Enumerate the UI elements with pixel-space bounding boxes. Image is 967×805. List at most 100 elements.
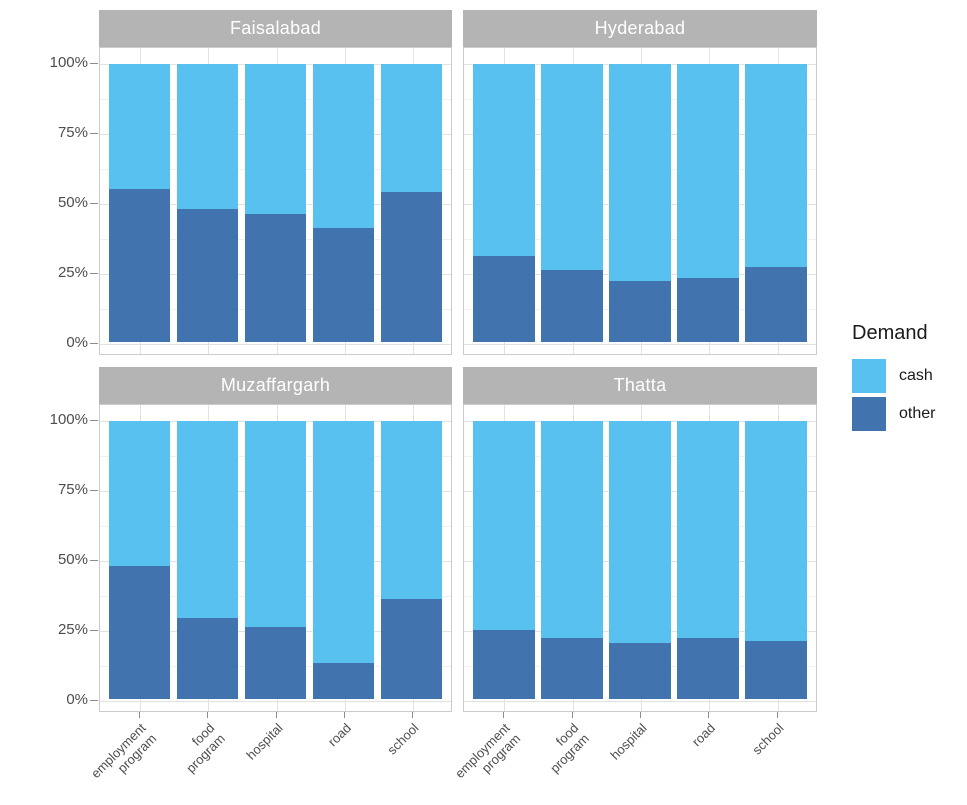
stacked-bar: [244, 421, 306, 699]
bar-segment-cash: [177, 421, 239, 619]
stacked-bar: [244, 64, 306, 342]
y-tick-mark: [90, 273, 98, 274]
legend: Demand cash other: [852, 322, 935, 435]
stacked-bar: [541, 421, 603, 699]
legend-swatch-cash: [852, 359, 886, 393]
horizontal-gridline: [100, 701, 451, 702]
facet-panel: [463, 404, 817, 712]
stacked-bar: [473, 421, 535, 699]
bar-segment-cash: [677, 421, 739, 638]
bar-segment-cash: [177, 64, 239, 209]
facet-strip: Muzaffargarh: [99, 367, 452, 404]
bar-segment-other: [745, 640, 807, 699]
legend-item-cash: cash: [852, 359, 935, 393]
x-axis-label: employment program: [452, 720, 524, 781]
facet-faisalabad: Faisalabad: [99, 10, 452, 355]
facet-panel: [99, 404, 452, 712]
x-axis-label: school: [749, 720, 787, 758]
bar-segment-other: [312, 228, 374, 342]
bar-segment-cash: [380, 421, 442, 599]
bar-slot: [470, 64, 538, 342]
bar-segment-other: [541, 269, 603, 342]
x-tick-mark: [411, 712, 413, 718]
bar-segment-other: [541, 637, 603, 699]
y-axis-tick-label: 75%: [57, 481, 88, 498]
bar-segment-other: [380, 598, 442, 699]
bar-segment-other: [312, 662, 374, 699]
y-tick-mark: [90, 63, 98, 64]
facet-strip: Thatta: [463, 367, 817, 404]
bar-segment-other: [677, 278, 739, 342]
bar-slot: [742, 64, 810, 342]
x-axis-label: road: [324, 720, 354, 750]
legend-items: cash other: [852, 359, 935, 431]
facet-panel: [463, 47, 817, 355]
facet-thatta: Thatta: [463, 367, 817, 712]
bar-segment-cash: [609, 421, 671, 644]
y-axis-tick-label: 0%: [66, 334, 88, 351]
horizontal-gridline: [100, 344, 451, 345]
bar-slot: [674, 421, 742, 699]
stacked-bar: [312, 64, 374, 342]
legend-title: Demand: [852, 322, 928, 344]
bar-slot: [174, 421, 242, 699]
facet-strip: Hyderabad: [463, 10, 817, 47]
bar-slot: [674, 64, 742, 342]
stacked-bar: [380, 421, 442, 699]
bar-segment-other: [109, 189, 171, 342]
stacked-bar: [745, 64, 807, 342]
bar-slot: [538, 64, 606, 342]
facet-title: Muzaffargarh: [220, 375, 331, 395]
stacked-bar: [745, 421, 807, 699]
x-tick-mark: [343, 712, 345, 718]
horizontal-gridline: [464, 344, 816, 345]
y-axis-tick-label: 75%: [57, 124, 88, 141]
bar-segment-other: [177, 208, 239, 342]
x-tick-mark: [503, 712, 505, 718]
bars-area: [470, 64, 810, 342]
y-axis-tick-label: 100%: [49, 54, 88, 71]
facet-hyderabad: Hyderabad: [463, 10, 817, 355]
bar-slot: [106, 64, 174, 342]
facet-strip: Faisalabad: [99, 10, 452, 47]
bar-segment-cash: [541, 64, 603, 270]
stacked-bar: [312, 421, 374, 699]
bar-segment-cash: [473, 421, 535, 630]
bar-segment-cash: [745, 64, 807, 267]
bar-segment-other: [380, 191, 442, 342]
bar-segment-cash: [109, 64, 171, 190]
x-tick-mark: [640, 712, 641, 718]
bar-slot: [377, 64, 445, 342]
x-tick-mark: [708, 712, 710, 718]
y-tick-mark: [90, 133, 98, 134]
legend-swatch-other: [852, 397, 886, 431]
bars-area: [106, 64, 445, 342]
facet-title: Hyderabad: [594, 18, 686, 38]
bar-slot: [106, 421, 174, 699]
bar-segment-cash: [380, 64, 442, 192]
stacked-bar: [109, 64, 171, 342]
bar-segment-cash: [677, 64, 739, 279]
bar-segment-cash: [109, 421, 171, 566]
bar-segment-other: [244, 626, 306, 699]
bar-slot: [606, 64, 674, 342]
bar-slot: [242, 64, 310, 342]
bar-segment-cash: [312, 421, 374, 663]
bar-segment-other: [473, 629, 535, 699]
bars-area: [470, 421, 810, 699]
bar-segment-cash: [745, 421, 807, 641]
x-tick-mark: [139, 712, 141, 718]
stacked-bar: [473, 64, 535, 342]
y-axis-tick-label: 100%: [49, 411, 88, 428]
y-tick-mark: [90, 700, 98, 701]
horizontal-gridline: [464, 701, 816, 702]
x-axis-label: school: [384, 720, 422, 758]
y-tick-mark: [90, 490, 98, 491]
x-tick-mark: [571, 712, 573, 718]
y-axis-tick-label: 50%: [57, 551, 88, 568]
bar-segment-other: [745, 266, 807, 342]
y-tick-mark: [90, 420, 98, 421]
facet-muzaffargarh: Muzaffargarh: [99, 367, 452, 712]
x-axis-label: hospital: [243, 720, 286, 763]
